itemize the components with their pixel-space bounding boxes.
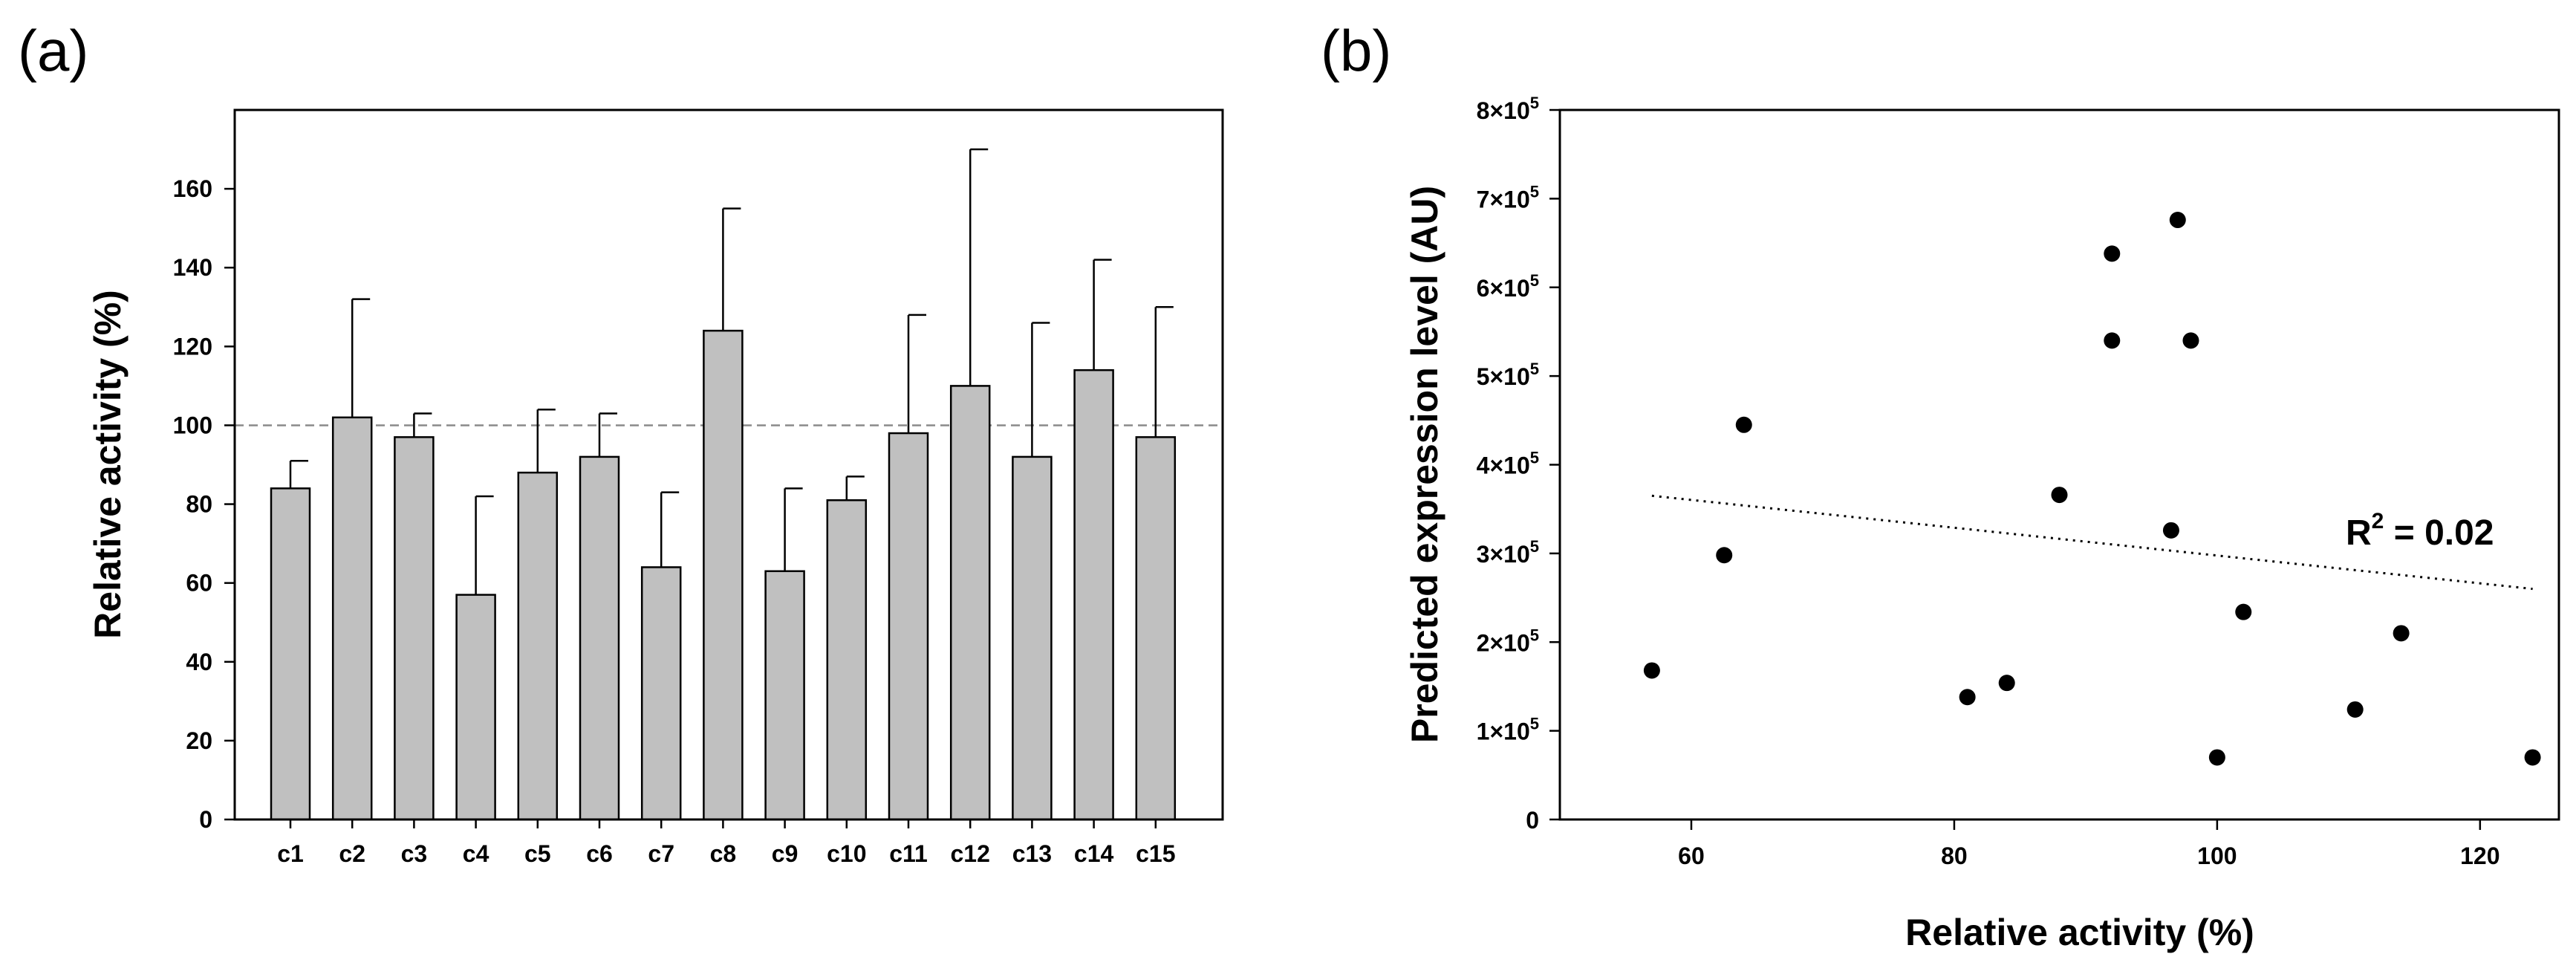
bar-c15 <box>1135 436 1177 821</box>
x-tick-label-c2: c2 <box>339 840 365 867</box>
panel-b-x-axis-title: Relative activity (%) <box>1905 912 2254 953</box>
a-y-ticks-group: 0 20 40 60 80 100 120 140 160 <box>173 175 235 833</box>
bar-c12 <box>949 385 991 821</box>
data-point-11 <box>2182 332 2199 349</box>
data-point-1 <box>1643 662 1660 679</box>
x-tick-label-c11: c11 <box>889 840 928 867</box>
r2-superscript: 2 <box>2372 509 2384 533</box>
b-y-tick-label-200000: 2×105 <box>1477 626 1539 656</box>
b-y-tick-label-400000: 4×105 <box>1477 449 1539 479</box>
b-y-ticks-group: 0 1×105 2×105 3×105 4×105 5×105 6×105 7×105 8×10… <box>1477 94 1560 834</box>
bar-c1 <box>270 487 311 821</box>
r2-base: R <box>2346 513 2372 553</box>
panel-a-label: (a) <box>18 18 88 83</box>
b-x-tick-label-100: 100 <box>2197 843 2237 869</box>
r-squared-annotation: R2 = 0.02 <box>2346 509 2494 553</box>
b-y-tick-label-100000: 1×105 <box>1477 715 1539 745</box>
b-y-tick-label-800000: 8×105 <box>1477 94 1539 124</box>
x-tick-label-c14: c14 <box>1074 840 1114 867</box>
b-y-tick-label-500000: 5×105 <box>1477 360 1539 390</box>
panel-a-y-axis-title: Relative activity (%) <box>87 290 129 639</box>
y-tick-label-100: 100 <box>173 412 212 438</box>
a-errorbars-group <box>289 148 1174 595</box>
panel-b-scatter-chart: (b) 0 1×105 2×105 3×105 4×105 5×105 6×105 7×105… <box>1321 18 2560 953</box>
data-point-4 <box>1959 689 1976 706</box>
x-tick-label-c7: c7 <box>648 840 674 867</box>
y-tick-label-60: 60 <box>186 570 212 597</box>
bar-c10 <box>826 499 868 821</box>
data-point-12 <box>2208 749 2225 766</box>
y-tick-label-80: 80 <box>186 491 212 518</box>
x-tick-label-c13: c13 <box>1012 840 1052 867</box>
data-point-15 <box>2393 625 2410 642</box>
data-point-6 <box>2051 487 2068 504</box>
x-tick-label-c10: c10 <box>827 840 866 867</box>
b-x-ticks-group: 60 80 100 120 <box>1678 819 2500 869</box>
b-x-tick-label-80: 80 <box>1941 843 1968 869</box>
panel-b-y-axis-title: Predicted expression level (AU) <box>1404 186 1445 743</box>
x-tick-label-c3: c3 <box>401 840 428 867</box>
data-point-3 <box>1735 416 1752 433</box>
bar-c11 <box>888 432 929 821</box>
data-point-16 <box>2524 749 2541 766</box>
x-tick-label-c12: c12 <box>951 840 990 867</box>
panel-a-bar-chart: (a) 0 20 40 60 80 100 120 140 160 c1 c2 c3 c4 c5 c6 c7… <box>18 18 1224 867</box>
y-tick-label-120: 120 <box>173 333 212 360</box>
x-tick-label-c6: c6 <box>586 840 613 867</box>
b-y-tick-label-300000: 3×105 <box>1477 537 1539 568</box>
x-tick-label-c15: c15 <box>1136 840 1175 867</box>
y-tick-label-0: 0 <box>199 806 212 833</box>
bar-c8 <box>703 329 744 821</box>
bar-c5 <box>517 471 559 821</box>
bar-c13 <box>1012 455 1053 821</box>
x-tick-label-c9: c9 <box>772 840 799 867</box>
data-point-7 <box>2104 245 2121 262</box>
data-point-2 <box>1716 547 1733 564</box>
data-point-9 <box>2162 522 2179 539</box>
b-x-tick-label-60: 60 <box>1678 843 1705 869</box>
bar-c4 <box>455 594 496 821</box>
data-point-13 <box>2235 603 2252 620</box>
bar-c2 <box>331 416 373 821</box>
a-bars-group <box>270 329 1177 821</box>
bar-c3 <box>394 436 435 821</box>
panel-a-plot-frame <box>233 108 1224 821</box>
bar-c6 <box>579 455 620 821</box>
panel-b-label: (b) <box>1321 18 1391 83</box>
data-point-10 <box>2169 212 2186 229</box>
panel-b-plot-frame <box>1558 108 2560 821</box>
data-point-5 <box>1998 675 2015 692</box>
y-tick-label-20: 20 <box>186 727 212 754</box>
b-y-tick-label-0: 0 <box>1526 807 1539 834</box>
y-tick-label-40: 40 <box>186 649 212 675</box>
bar-c9 <box>764 570 805 821</box>
r2-value: = 0.02 <box>2384 513 2494 553</box>
b-x-tick-label-120: 120 <box>2460 843 2499 869</box>
bar-c7 <box>640 566 682 821</box>
b-y-tick-label-700000: 7×105 <box>1477 182 1539 212</box>
b-y-tick-label-600000: 6×105 <box>1477 271 1539 302</box>
data-point-8 <box>2104 332 2121 349</box>
bar-c14 <box>1073 369 1114 821</box>
y-tick-label-160: 160 <box>173 175 212 202</box>
b-points-group <box>1643 212 2541 766</box>
x-tick-label-c1: c1 <box>277 840 304 867</box>
a-x-ticks-group: c1 c2 c3 c4 c5 c6 c7 c8 c9 c10 c11 c12 c13 c14 c15 <box>277 819 1175 867</box>
x-tick-label-c4: c4 <box>463 840 489 867</box>
x-tick-label-c8: c8 <box>710 840 737 867</box>
data-point-14 <box>2346 701 2364 718</box>
y-tick-label-140: 140 <box>173 254 212 281</box>
x-tick-label-c5: c5 <box>524 840 551 867</box>
